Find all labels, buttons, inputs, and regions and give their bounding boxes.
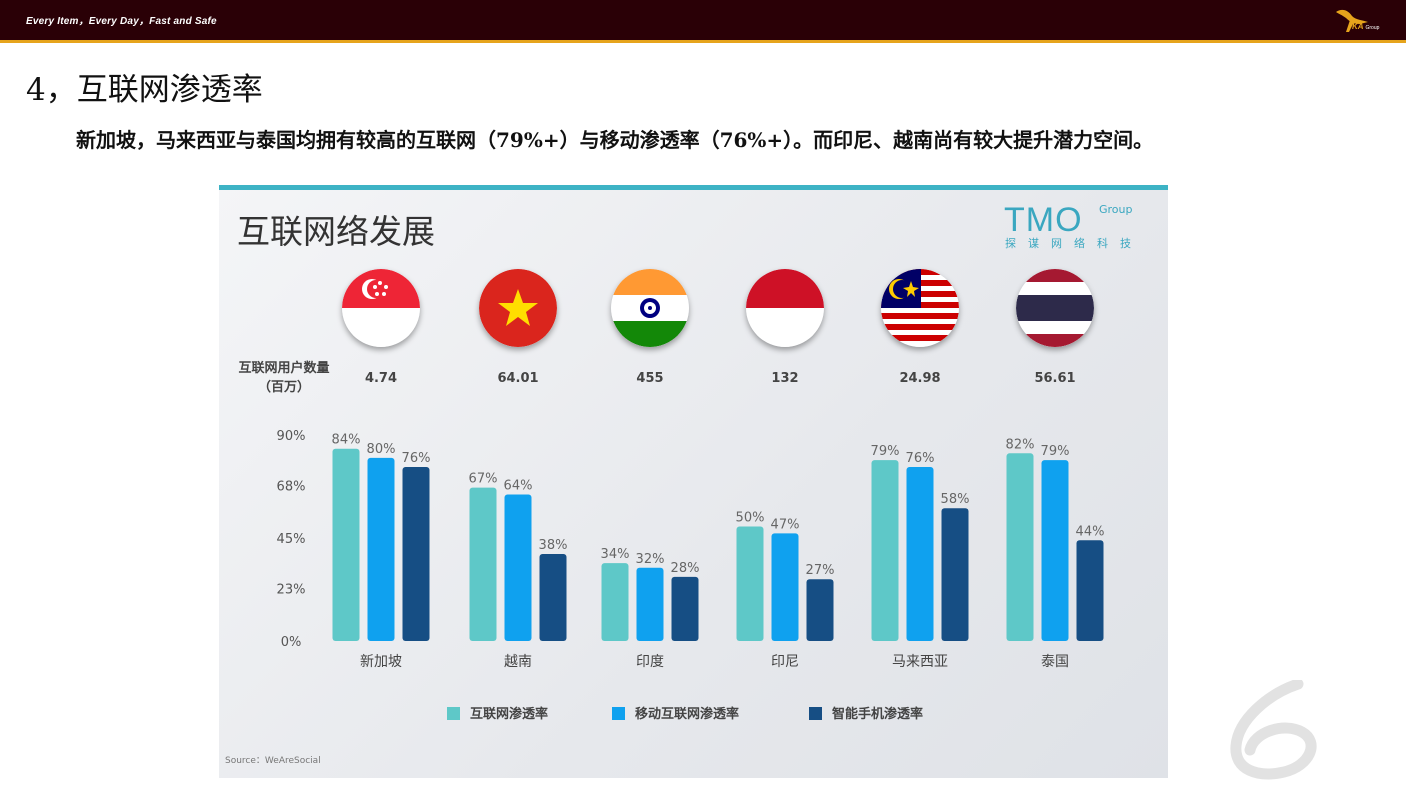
bar-value-label: 47% xyxy=(771,517,800,532)
bar xyxy=(504,494,532,641)
chart-panel: 互联网络发展 TMO Group 探谋网络科技 xyxy=(219,185,1168,778)
y-tick-label: 23% xyxy=(277,582,306,597)
bar xyxy=(1076,540,1104,641)
users-value: 4.74 xyxy=(364,371,398,386)
legend-internet-swatch xyxy=(447,707,460,720)
category-label: 印尼 xyxy=(771,654,799,670)
bar xyxy=(636,567,664,641)
bar xyxy=(539,554,567,641)
tagline: Every Item，Every Day，Fast and Safe xyxy=(26,16,217,27)
users-label-line2: （百万） xyxy=(257,380,310,395)
logo-text: KA Group xyxy=(1352,22,1379,31)
chart-title: 互联网络发展 xyxy=(237,212,435,251)
source-note: Source：WeAreSocial xyxy=(225,756,321,766)
bar-value-label: 28% xyxy=(671,561,700,576)
logo-sub: Group xyxy=(1365,25,1380,31)
legend-smartphone-label: 智能手机渗透率 xyxy=(832,707,924,722)
legend-mobile-swatch xyxy=(612,707,625,720)
legend-mobile-label: 移动互联网渗透率 xyxy=(635,707,740,722)
bar xyxy=(806,579,834,641)
bar-value-label: 38% xyxy=(539,538,568,553)
bar-value-label: 76% xyxy=(402,451,431,466)
y-tick-label: 0% xyxy=(281,635,302,650)
tmo-logo: TMO xyxy=(1004,201,1083,239)
category-label: 印度 xyxy=(636,654,664,670)
y-tick-label: 68% xyxy=(277,479,306,494)
legend-smartphone-swatch xyxy=(809,707,822,720)
malaysia-flag-icon xyxy=(881,269,959,347)
category-label: 泰国 xyxy=(1041,654,1069,670)
bar-value-label: 79% xyxy=(1041,444,1070,459)
bar-value-label: 67% xyxy=(469,472,498,487)
bar xyxy=(367,457,395,641)
page-number-six-icon xyxy=(1230,680,1317,780)
legend-internet: 互联网渗透率 xyxy=(447,703,548,722)
bar xyxy=(601,563,629,641)
category-label: 马来西亚 xyxy=(892,654,948,670)
users-value: 56.61 xyxy=(1034,371,1076,386)
bar-value-label: 84% xyxy=(332,433,361,448)
users-value: 132 xyxy=(771,371,799,386)
logo-brand: KA xyxy=(1352,22,1364,31)
bar-value-label: 79% xyxy=(871,444,900,459)
bar-value-label: 82% xyxy=(1006,437,1035,452)
category-label: 越南 xyxy=(504,654,532,670)
bar xyxy=(941,508,969,641)
legend-internet-label: 互联网渗透率 xyxy=(470,707,549,722)
bar-value-label: 76% xyxy=(906,451,935,466)
bar-value-label: 32% xyxy=(636,552,665,567)
bar-chart: 0% 23% 45% 68% 90% 84% 80% 76% 新加坡 67% 64% 38% 越南 34%… xyxy=(277,429,1105,670)
bar xyxy=(402,467,430,641)
kangaroo-logo-icon xyxy=(1336,9,1368,32)
panel-accent-line xyxy=(219,185,1168,190)
category-label: 新加坡 xyxy=(360,654,402,670)
bar xyxy=(771,533,799,641)
bar xyxy=(871,460,899,641)
bar xyxy=(1041,460,1069,641)
vietnam-flag-icon xyxy=(479,269,557,347)
bar xyxy=(1006,453,1034,641)
legend-smartphone: 智能手机渗透率 xyxy=(809,703,923,722)
y-tick-label: 90% xyxy=(277,429,306,444)
bar-value-label: 58% xyxy=(941,492,970,507)
top-bar: Every Item，Every Day，Fast and Safe KA Gr… xyxy=(0,0,1406,43)
users-value: 455 xyxy=(636,371,664,386)
legend-mobile: 移动互联网渗透率 xyxy=(612,703,739,722)
tmo-group: Group xyxy=(1099,203,1133,216)
users-label-line1: 互联网用户数量 xyxy=(238,361,330,376)
bar-value-label: 64% xyxy=(504,479,533,494)
users-value: 64.01 xyxy=(497,371,539,386)
tmo-subtitle: 探谋网络科技 xyxy=(1005,237,1143,250)
y-tick-label: 45% xyxy=(277,532,306,547)
bar-value-label: 80% xyxy=(367,442,396,457)
users-label: 互联网用户数量 （百万） xyxy=(219,359,349,397)
bar-value-label: 44% xyxy=(1076,524,1105,539)
bar-value-label: 34% xyxy=(601,547,630,562)
bar xyxy=(736,526,764,641)
bar xyxy=(906,467,934,641)
bar xyxy=(671,576,699,641)
bar-value-label: 50% xyxy=(736,511,765,526)
bar-value-label: 27% xyxy=(806,563,835,578)
page-title: 4，互联网渗透率 xyxy=(26,72,263,108)
page-subtitle: 新加坡，马来西亚与泰国均拥有较高的互联网（79%+）与移动渗透率（76%+）。而… xyxy=(76,128,1154,152)
bar xyxy=(332,448,360,641)
bar xyxy=(469,487,497,641)
users-value: 24.98 xyxy=(899,371,941,386)
